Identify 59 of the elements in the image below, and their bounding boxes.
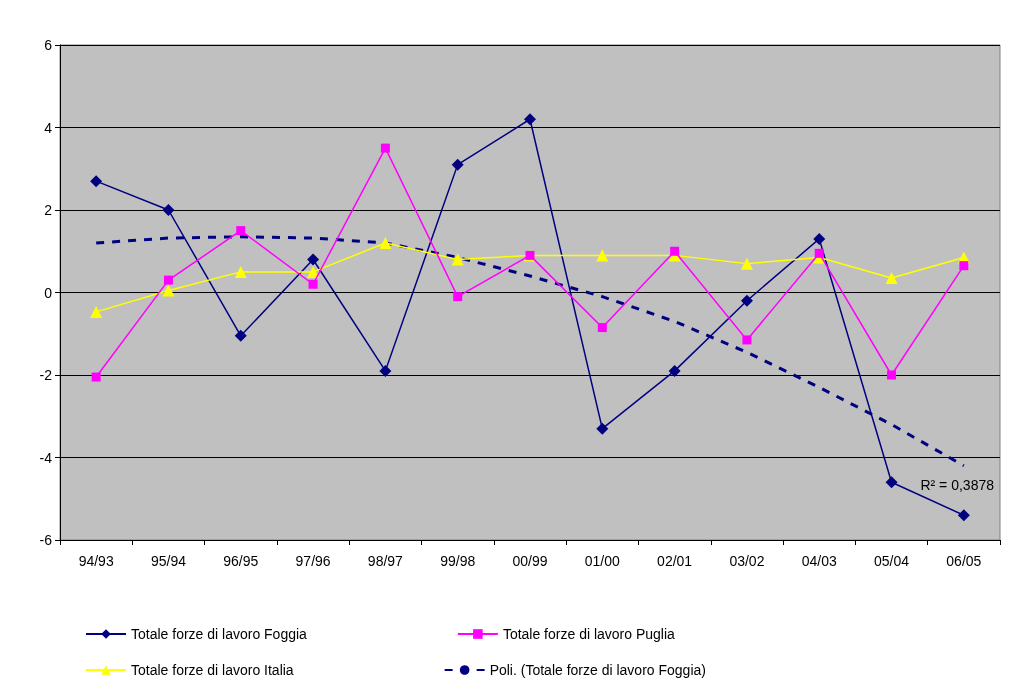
legend-label: Poli. (Totale forze di lavoro Foggia) [489,662,706,678]
x-tick-label: 97/96 [295,553,331,569]
x-tick-label: 01/00 [584,553,621,569]
point [379,237,392,249]
point [814,248,824,258]
x-tick-label: 06/05 [946,553,982,569]
point [885,272,898,285]
point [307,265,320,278]
point [740,257,753,270]
y-tick-label: 6 [44,37,53,53]
y-tick-label: 4 [44,119,53,136]
point [379,364,392,377]
x-tick-label: 00/99 [512,553,548,569]
annotation: R² = 0,3878 [920,477,995,493]
x-tick-label: 99/98 [440,553,476,569]
y-tick-label: 2 [44,202,53,218]
point [959,261,969,271]
x-tick-label: 02/01 [657,553,693,569]
point [380,143,390,153]
point [813,232,826,245]
point [162,204,175,216]
point [234,265,247,278]
legend-label: Totale forze di lavoro Italia [131,662,294,678]
point [90,175,103,188]
y-tick-label: -6 [39,532,53,548]
point [453,292,463,302]
point [740,294,753,307]
point [308,279,318,289]
legend-label: Totale forze di lavoro Foggia [131,626,308,642]
point [742,335,752,345]
legend-label: Totale forze di lavoro Puglia [502,626,676,642]
point [234,329,247,342]
point [668,364,681,377]
point [451,253,464,266]
point [162,284,175,297]
y-tick-label: -2 [39,367,53,383]
x-tick-label: 98/97 [367,553,404,569]
point [91,372,101,382]
x-tick-label: 03/02 [729,553,765,569]
point [670,246,680,256]
point [90,305,103,318]
y-tick-label: -4 [39,449,53,466]
x-tick-label: 94/93 [78,553,114,569]
point [524,113,536,126]
point [596,249,609,262]
point [957,509,970,522]
point [451,158,464,171]
point [596,422,609,435]
x-tick-label: 95/94 [150,553,187,569]
point [885,476,898,489]
point [307,253,320,266]
y-tick-label: 0 [44,284,53,301]
x-tick-label: 04/03 [801,553,837,569]
point [887,370,897,380]
point [597,323,607,333]
x-tick-label: 05/04 [874,553,910,569]
point [163,275,173,285]
x-tick-label: 96/95 [223,553,259,569]
point [236,226,246,236]
